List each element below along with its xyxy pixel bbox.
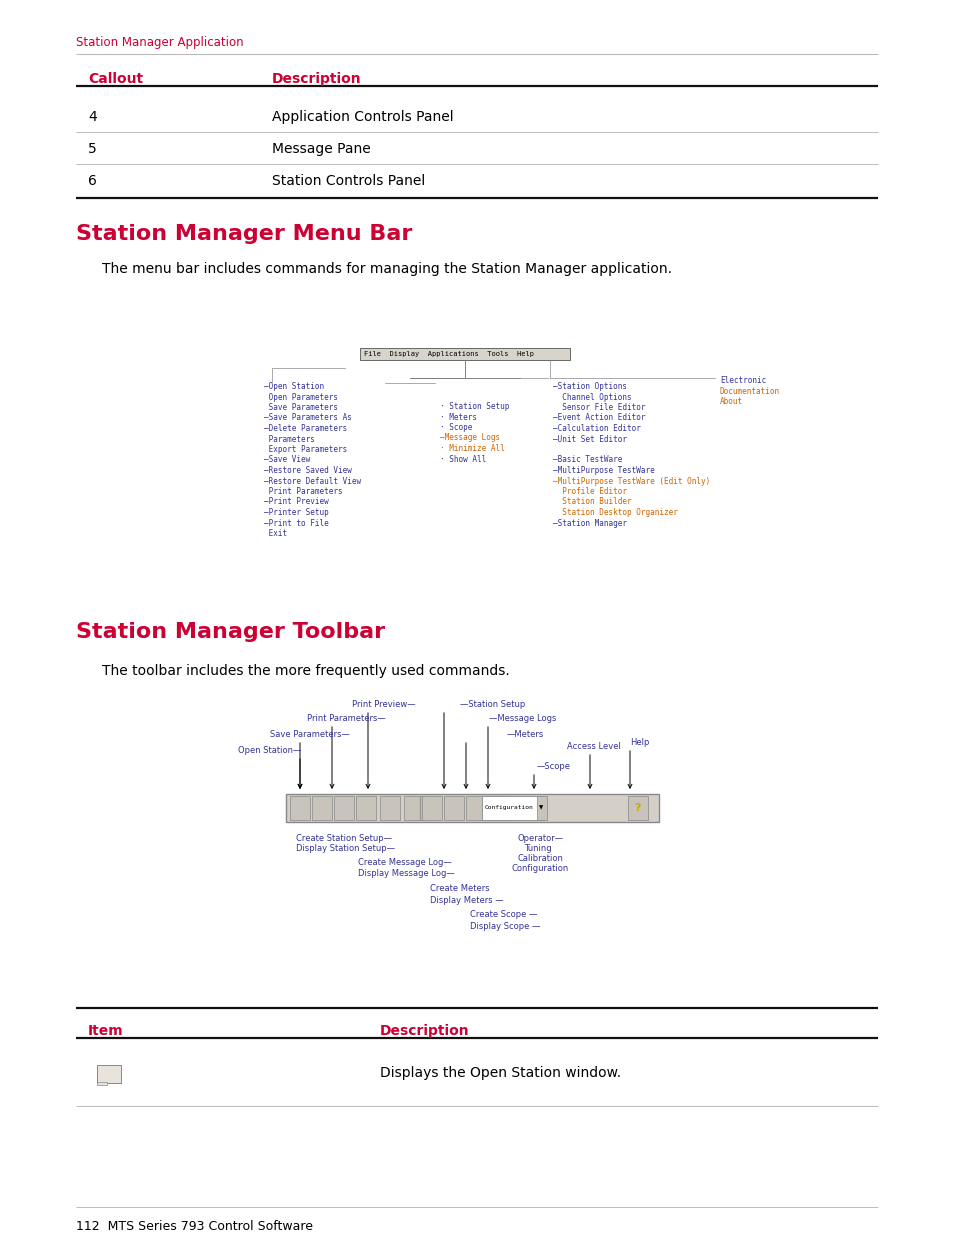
Text: Print Parameters—: Print Parameters— [307,714,385,722]
Text: Electronic: Electronic [720,375,765,385]
Bar [359,348,569,359]
Text: Print Parameters: Print Parameters [264,487,342,496]
Text: —Save Parameters As: —Save Parameters As [264,414,352,422]
Bar [97,1082,107,1086]
Text: 112  MTS Series 793 Control Software: 112 MTS Series 793 Control Software [76,1220,313,1233]
Text: Export Parameters: Export Parameters [264,445,347,454]
Bar [403,797,423,820]
Text: 5: 5 [88,142,96,156]
Text: The toolbar includes the more frequently used commands.: The toolbar includes the more frequently… [102,664,509,678]
Text: · Meters: · Meters [439,412,476,421]
Text: Station Builder: Station Builder [553,498,631,506]
Bar [627,797,647,820]
Text: · Minimize All: · Minimize All [439,445,504,453]
Bar [443,797,463,820]
Text: —MultiPurpose TestWare: —MultiPurpose TestWare [553,466,654,475]
Text: Save Parameters—: Save Parameters— [270,730,350,739]
Text: —Basic TestWare: —Basic TestWare [553,456,621,464]
Bar [488,797,507,820]
Text: Save Parameters: Save Parameters [264,403,337,412]
Text: Description: Description [272,72,361,86]
Text: —Message Logs: —Message Logs [489,714,556,722]
Bar [286,794,659,823]
Text: —Calculation Editor: —Calculation Editor [553,424,640,433]
Text: —Print Preview: —Print Preview [264,498,329,506]
Text: —Save View: —Save View [264,456,310,464]
Text: Display Meters —: Display Meters — [430,897,503,905]
Text: —Scope: —Scope [537,762,571,771]
Text: Station Manager Toolbar: Station Manager Toolbar [76,622,385,642]
Bar [465,797,485,820]
Text: —Meters: —Meters [506,730,543,739]
Text: Description: Description [379,1024,469,1037]
Text: —Print to File: —Print to File [264,519,329,527]
Text: Configuration: Configuration [512,864,569,873]
Text: Display Message Log—: Display Message Log— [357,869,455,878]
Text: 6: 6 [88,174,97,188]
Text: —Printer Setup: —Printer Setup [264,508,329,517]
Text: Callout: Callout [88,72,143,86]
Text: The menu bar includes commands for managing the Station Manager application.: The menu bar includes commands for manag… [102,262,671,275]
Text: Print Preview—: Print Preview— [352,700,416,709]
Bar [481,797,543,820]
Text: —Delete Parameters: —Delete Parameters [264,424,347,433]
Text: Display Station Setup—: Display Station Setup— [295,844,395,853]
Text: Access Level: Access Level [566,742,620,751]
Text: Station Desktop Organizer: Station Desktop Organizer [553,508,678,517]
Bar [379,797,399,820]
Text: Open Station—: Open Station— [237,746,301,755]
Text: —MultiPurpose TestWare (Edit Only): —MultiPurpose TestWare (Edit Only) [553,477,709,485]
Text: Profile Editor: Profile Editor [553,487,626,496]
Text: · Show All: · Show All [439,454,486,463]
Text: —Station Options: —Station Options [553,382,626,391]
Text: 4: 4 [88,110,96,124]
Text: Application Controls Panel: Application Controls Panel [272,110,453,124]
Bar [290,797,310,820]
Text: Message Pane: Message Pane [272,142,371,156]
Text: Create Scope —: Create Scope — [470,910,537,919]
Text: Channel Options: Channel Options [553,393,631,401]
Text: —Open Station: —Open Station [264,382,324,391]
Text: Create Message Log—: Create Message Log— [357,858,452,867]
Text: —Event Action Editor: —Event Action Editor [553,414,645,422]
Text: —Unit Set Editor: —Unit Set Editor [553,435,626,443]
Bar [334,797,354,820]
Text: Create Meters: Create Meters [430,884,489,893]
Text: Station Manager Application: Station Manager Application [76,36,243,49]
Text: —Message Logs: —Message Logs [439,433,499,442]
Text: Help: Help [629,739,649,747]
Text: Open Parameters: Open Parameters [264,393,337,401]
Text: Operator—: Operator— [517,834,563,844]
Text: Documentation: Documentation [720,387,780,395]
Text: Parameters: Parameters [264,435,314,443]
Text: ▼: ▼ [538,805,542,810]
Text: —Station Setup: —Station Setup [459,700,525,709]
Text: Configuration: Configuration [484,805,533,810]
Text: Display Scope —: Display Scope — [470,923,539,931]
Text: —Restore Saved View: —Restore Saved View [264,466,352,475]
Text: Displays the Open Station window.: Displays the Open Station window. [379,1066,620,1079]
Text: ?: ? [634,803,640,813]
Bar [355,797,375,820]
Bar [97,1065,121,1083]
Text: Create Station Setup—: Create Station Setup— [295,834,392,844]
Bar [537,797,546,820]
Text: Exit: Exit [264,529,287,538]
Text: —Restore Default View: —Restore Default View [264,477,361,485]
Text: File  Display  Applications  Tools  Help: File Display Applications Tools Help [364,351,534,357]
Text: Station Manager Menu Bar: Station Manager Menu Bar [76,224,412,245]
Bar [421,797,441,820]
Text: —Station Manager: —Station Manager [553,519,626,527]
Bar [312,797,332,820]
Text: About: About [720,396,742,406]
Text: Sensor File Editor: Sensor File Editor [553,403,645,412]
Text: · Station Setup: · Station Setup [439,403,509,411]
Text: Item: Item [88,1024,124,1037]
Text: Calibration: Calibration [517,853,563,863]
Text: · Scope: · Scope [439,424,472,432]
Text: Station Controls Panel: Station Controls Panel [272,174,425,188]
Text: Tuning: Tuning [523,844,551,853]
